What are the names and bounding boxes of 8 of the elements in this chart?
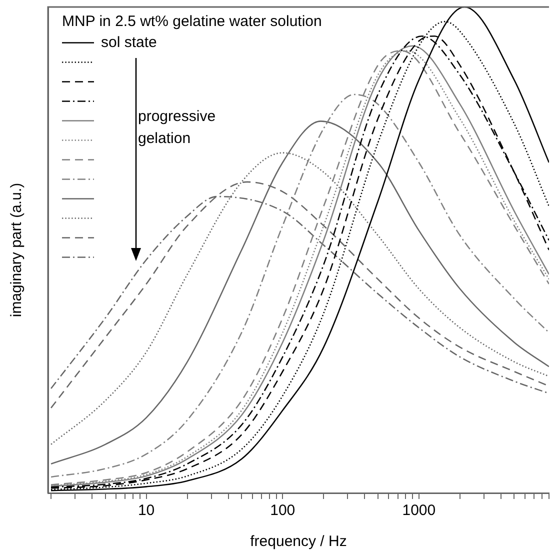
x-tick-label: 10 (138, 502, 155, 520)
x-tick-label: 100 (270, 502, 296, 520)
annotation: progressive gelation (138, 108, 216, 148)
legend-title: MNP in 2.5 wt% gelatine water solution (62, 13, 322, 31)
legend-label: sol state (101, 34, 157, 52)
x-tick-label: 1000 (402, 502, 436, 520)
y-axis-title: imaginary part (a.u.) (8, 182, 26, 318)
x-axis-title: frequency / Hz (250, 533, 347, 550)
